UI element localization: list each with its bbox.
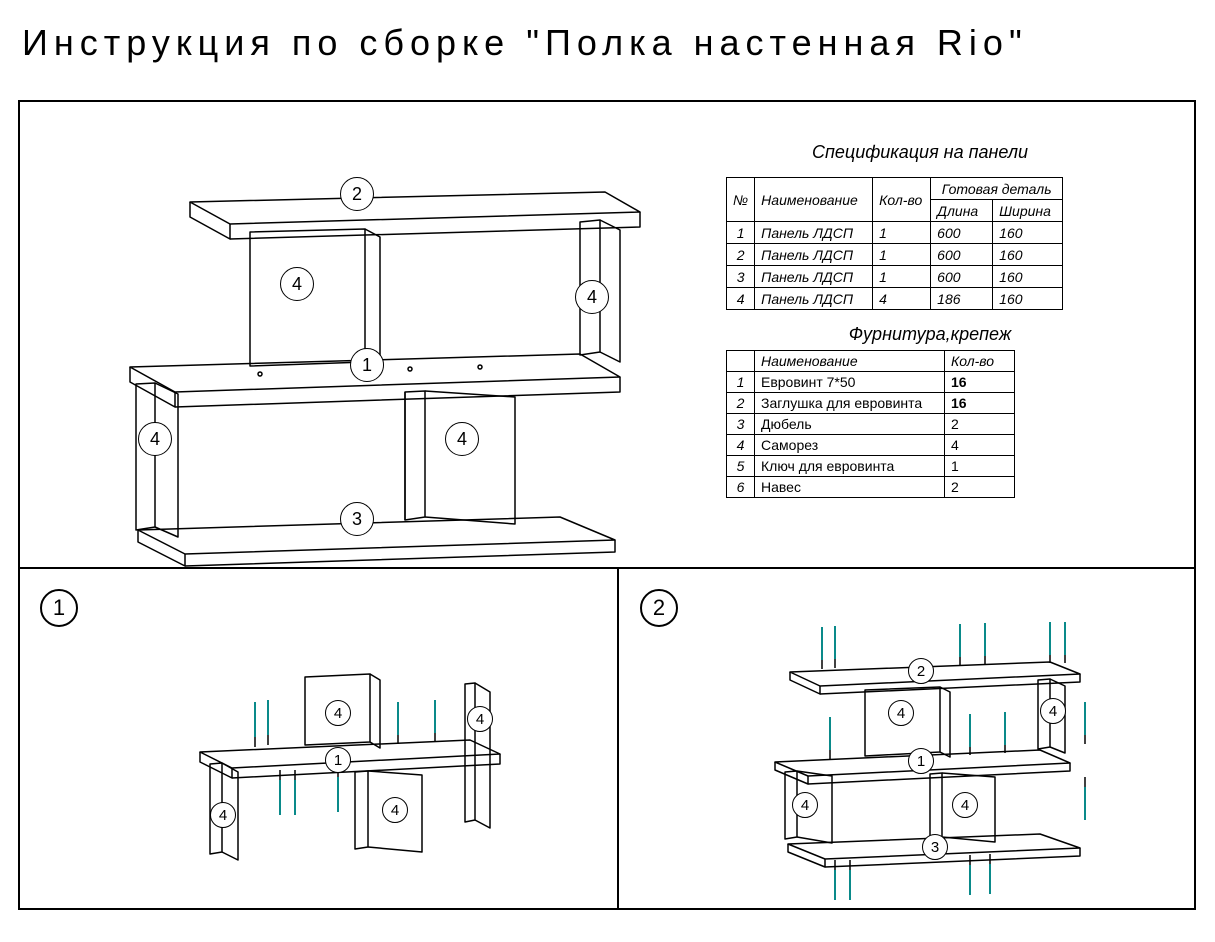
cell: 160: [993, 244, 1063, 266]
cell: Панель ЛДСП: [755, 244, 873, 266]
cell: 600: [931, 222, 993, 244]
table-row: 2 Заглушка для евровинта 16: [727, 393, 1015, 414]
cell: 600: [931, 266, 993, 288]
step-1-number: 1: [40, 589, 78, 627]
cell: 2: [945, 477, 1015, 498]
col-name: Наименование: [755, 351, 945, 372]
panels-section-title: Спецификация на панели: [740, 142, 1100, 163]
cell: 2: [727, 244, 755, 266]
cell: 4: [873, 288, 931, 310]
cell: 2: [945, 414, 1015, 435]
table-row: 6 Навес 2: [727, 477, 1015, 498]
step2-diagram: [740, 612, 1160, 912]
callout-1: 1: [908, 748, 934, 774]
cell: 16: [945, 393, 1015, 414]
step1-diagram: [140, 622, 570, 902]
callout-4: 4: [888, 700, 914, 726]
callout-3: 3: [922, 834, 948, 860]
col-num: [727, 351, 755, 372]
callout-4: 4: [575, 280, 609, 314]
cell: Навес: [755, 477, 945, 498]
table-row: 3 Дюбель 2: [727, 414, 1015, 435]
cell: 600: [931, 244, 993, 266]
cell: 2: [727, 393, 755, 414]
cell: 5: [727, 456, 755, 477]
callout-4: 4: [382, 797, 408, 823]
hardware-table: Наименование Кол-во 1 Евровинт 7*50 16 2…: [726, 350, 1015, 498]
cell: Заглушка для евровинта: [755, 393, 945, 414]
cell: Евровинт 7*50: [755, 372, 945, 393]
cell: 1: [873, 266, 931, 288]
page-title: Инструкция по сборке "Полка настенная Ri…: [0, 0, 1215, 64]
table-row: 3 Панель ЛДСП 1 600 160: [727, 266, 1063, 288]
cell: 1: [873, 222, 931, 244]
cell: Панель ЛДСП: [755, 266, 873, 288]
table-row: 2 Панель ЛДСП 1 600 160: [727, 244, 1063, 266]
col-name: Наименование: [755, 178, 873, 222]
cell: 3: [727, 414, 755, 435]
callout-4: 4: [445, 422, 479, 456]
cell: 16: [945, 372, 1015, 393]
callout-4: 4: [210, 802, 236, 828]
callout-4: 4: [280, 267, 314, 301]
hardware-section-title: Фурнитура,крепеж: [800, 324, 1060, 345]
table-row: 1 Панель ЛДСП 1 600 160: [727, 222, 1063, 244]
table-row: 5 Ключ для евровинта 1: [727, 456, 1015, 477]
cell: 3: [727, 266, 755, 288]
cell: 1: [727, 222, 755, 244]
col-width: Ширина: [993, 200, 1063, 222]
callout-1: 1: [325, 747, 351, 773]
callout-2: 2: [908, 658, 934, 684]
cell: Саморез: [755, 435, 945, 456]
cell: 1: [727, 372, 755, 393]
cell: 4: [727, 288, 755, 310]
col-qty: Кол-во: [945, 351, 1015, 372]
main-frame: Спецификация на панели № Наименование Ко…: [18, 100, 1196, 910]
table-row: 4 Панель ЛДСП 4 186 160: [727, 288, 1063, 310]
callout-4: 4: [138, 422, 172, 456]
col-finished: Готовая деталь: [931, 178, 1063, 200]
cell: 160: [993, 288, 1063, 310]
cell: Дюбель: [755, 414, 945, 435]
cell: 160: [993, 222, 1063, 244]
callout-4: 4: [792, 792, 818, 818]
callout-4: 4: [952, 792, 978, 818]
cell: 160: [993, 266, 1063, 288]
col-length: Длина: [931, 200, 993, 222]
cell: 1: [945, 456, 1015, 477]
divider-vertical: [617, 567, 619, 908]
cell: 6: [727, 477, 755, 498]
table-row: 1 Евровинт 7*50 16: [727, 372, 1015, 393]
callout-3: 3: [340, 502, 374, 536]
cell: 1: [873, 244, 931, 266]
table-row: 4 Саморез 4: [727, 435, 1015, 456]
callout-4: 4: [325, 700, 351, 726]
cell: 4: [945, 435, 1015, 456]
cell: Панель ЛДСП: [755, 222, 873, 244]
callout-1: 1: [350, 348, 384, 382]
callout-2: 2: [340, 177, 374, 211]
cell: Ключ для евровинта: [755, 456, 945, 477]
callout-4: 4: [467, 706, 493, 732]
cell: Панель ЛДСП: [755, 288, 873, 310]
cell: 4: [727, 435, 755, 456]
col-num: №: [727, 178, 755, 222]
step-2-number: 2: [640, 589, 678, 627]
panels-table: № Наименование Кол-во Готовая деталь Дли…: [726, 177, 1063, 310]
callout-4: 4: [1040, 698, 1066, 724]
cell: 186: [931, 288, 993, 310]
col-qty: Кол-во: [873, 178, 931, 222]
